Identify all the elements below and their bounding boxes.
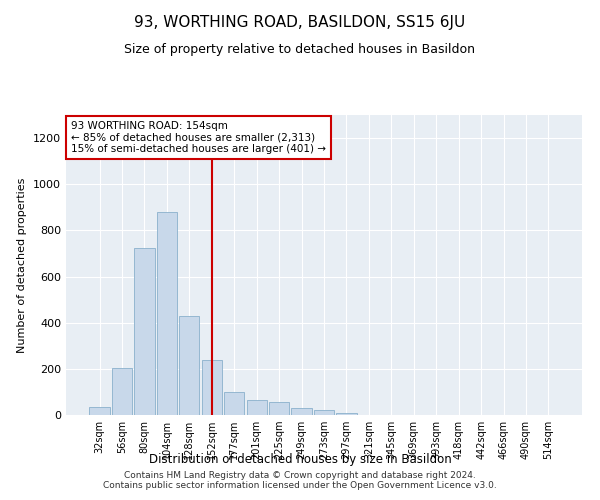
Bar xyxy=(134,248,155,415)
Bar xyxy=(202,360,222,415)
Text: Contains HM Land Registry data © Crown copyright and database right 2024.
Contai: Contains HM Land Registry data © Crown c… xyxy=(103,470,497,490)
Bar xyxy=(314,410,334,415)
Y-axis label: Number of detached properties: Number of detached properties xyxy=(17,178,28,352)
Text: Size of property relative to detached houses in Basildon: Size of property relative to detached ho… xyxy=(125,42,476,56)
Bar xyxy=(157,212,177,415)
Text: 93, WORTHING ROAD, BASILDON, SS15 6JU: 93, WORTHING ROAD, BASILDON, SS15 6JU xyxy=(134,15,466,30)
Bar xyxy=(247,400,267,415)
Bar xyxy=(337,412,356,415)
Bar xyxy=(112,368,132,415)
Bar xyxy=(89,407,110,415)
Bar xyxy=(292,408,311,415)
Text: Distribution of detached houses by size in Basildon: Distribution of detached houses by size … xyxy=(149,452,451,466)
Bar xyxy=(224,392,244,415)
Text: 93 WORTHING ROAD: 154sqm
← 85% of detached houses are smaller (2,313)
15% of sem: 93 WORTHING ROAD: 154sqm ← 85% of detach… xyxy=(71,121,326,154)
Bar xyxy=(269,402,289,415)
Bar xyxy=(179,316,199,415)
